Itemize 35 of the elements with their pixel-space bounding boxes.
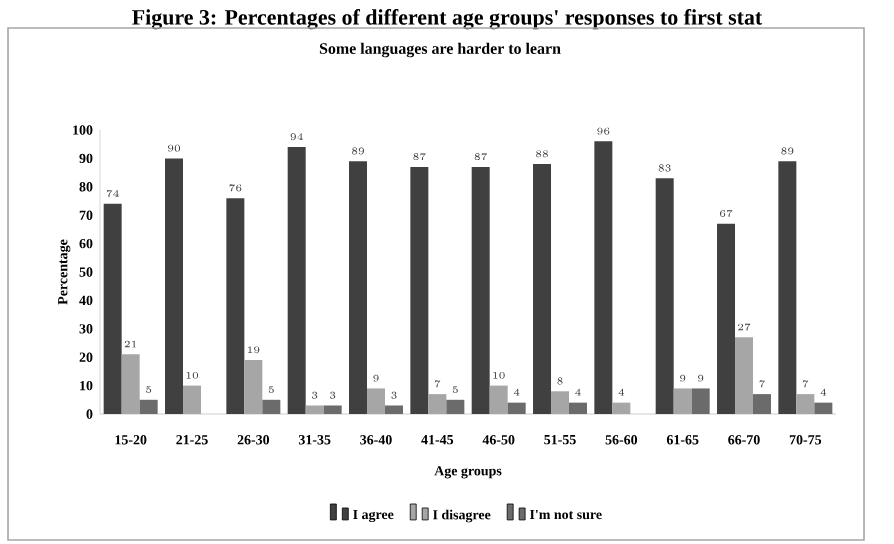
bar <box>323 405 342 414</box>
bar <box>428 394 447 414</box>
bar <box>735 337 754 414</box>
bar <box>753 394 772 414</box>
bar <box>165 158 184 414</box>
bar <box>103 203 122 414</box>
bar <box>551 391 570 414</box>
bar <box>655 178 674 414</box>
bar <box>612 402 631 414</box>
bar <box>139 399 158 414</box>
bar <box>367 388 386 414</box>
bar <box>507 402 526 414</box>
bar <box>796 394 815 414</box>
chart-title: Figure 3: Percentages of different age groups' responses to first stat <box>132 9 763 30</box>
bar <box>183 385 202 414</box>
bar <box>489 385 508 414</box>
bar <box>121 354 140 414</box>
bar <box>471 166 490 414</box>
bar <box>594 141 613 414</box>
bar <box>410 166 429 414</box>
bar <box>305 405 324 414</box>
bar <box>244 360 263 414</box>
bar <box>691 388 710 414</box>
bar <box>778 161 797 414</box>
bar <box>814 402 833 414</box>
bar <box>446 399 465 414</box>
bar <box>226 198 245 414</box>
bar <box>569 402 588 414</box>
bar <box>385 405 404 414</box>
bar <box>533 164 552 414</box>
bar <box>262 399 281 414</box>
bar <box>717 223 736 414</box>
bar <box>287 147 306 414</box>
bar <box>349 161 368 414</box>
bar <box>673 388 692 414</box>
